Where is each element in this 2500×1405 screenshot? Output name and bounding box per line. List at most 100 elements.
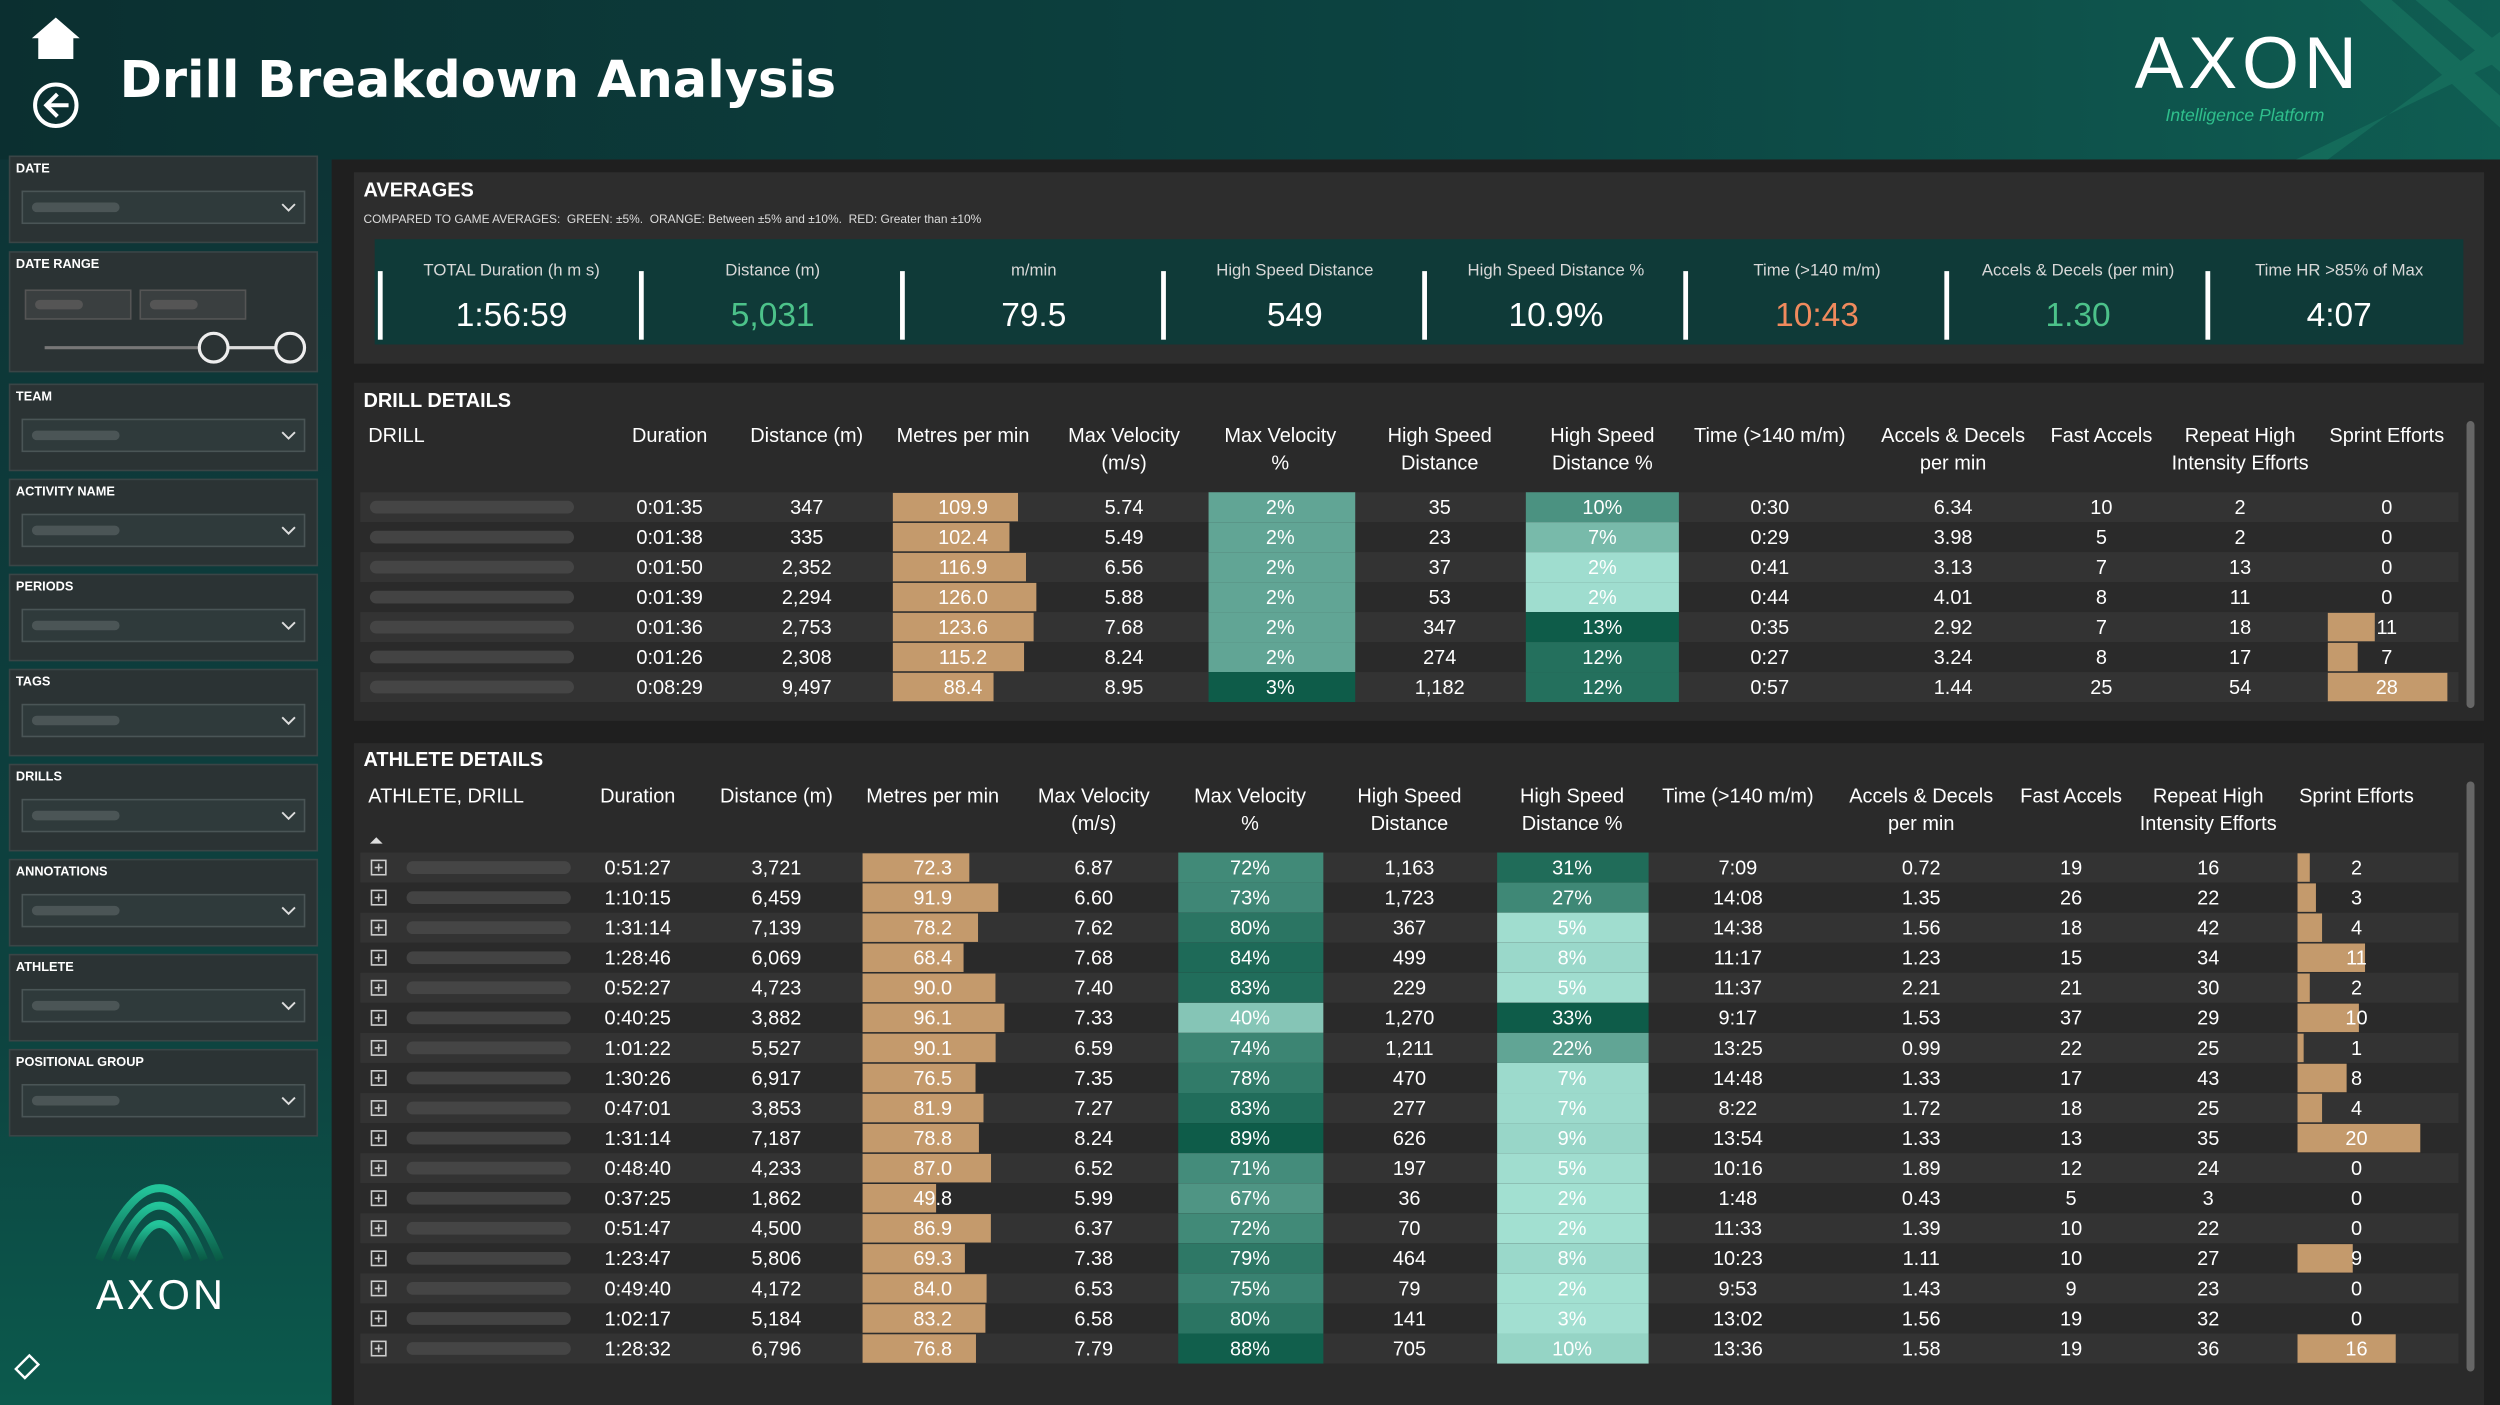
blurred-name	[406, 1041, 571, 1055]
cell: 18	[2229, 617, 2251, 639]
slider-handle[interactable]	[197, 331, 230, 364]
cell: 88.4	[944, 677, 983, 699]
filter-label: ACTIVITY NAME	[16, 484, 115, 499]
cell-shade	[1178, 1243, 1324, 1274]
column-header: %	[1241, 813, 1259, 835]
cell: 76.5	[913, 1068, 952, 1090]
data-bar	[2297, 1334, 2396, 1363]
scrollbar[interactable]	[2466, 421, 2475, 709]
data-bar	[2297, 1244, 2353, 1273]
expand-button[interactable]	[370, 1190, 387, 1207]
cell: 116.9	[939, 557, 987, 579]
cell: 19	[2060, 1308, 2082, 1330]
table-row	[360, 942, 2459, 973]
column-header: High Speed	[1357, 786, 1461, 808]
cell: 17	[2229, 647, 2251, 669]
cell-shade	[1178, 1273, 1324, 1304]
cell: 274	[1423, 647, 1456, 669]
back-button[interactable]	[33, 82, 79, 128]
expand-button[interactable]	[370, 1250, 387, 1267]
cell: 2%	[1266, 617, 1295, 639]
kpi-label: Accels & Decels (per min)	[1982, 261, 2174, 280]
cell: 464	[1393, 1248, 1426, 1270]
clear-filters-button[interactable]	[14, 1353, 41, 1380]
cell: 5%	[1558, 1158, 1587, 1180]
cell: 0:29	[1750, 527, 1789, 549]
table-row	[360, 852, 2459, 883]
column-header: %	[1271, 452, 1289, 474]
cell: 81.9	[913, 1098, 952, 1120]
cell: 7.79	[1074, 1338, 1113, 1360]
home-button[interactable]	[31, 17, 80, 60]
cell: 7.68	[1074, 948, 1113, 970]
column-header: Duration	[632, 425, 707, 447]
expand-button[interactable]	[370, 889, 387, 906]
cell: 0:37:25	[605, 1188, 671, 1210]
cell: 2%	[1266, 557, 1295, 579]
cell: 14:08	[1713, 887, 1763, 909]
cell: 18	[2060, 1098, 2082, 1120]
kpi-value: 10.9%	[1508, 297, 1603, 334]
cell: 2%	[1266, 647, 1295, 669]
cell: 27%	[1552, 887, 1592, 909]
column-header: Fast Accels	[2020, 786, 2122, 808]
filter-label: TEAM	[16, 388, 52, 403]
expand-button[interactable]	[370, 1100, 387, 1117]
dropdown-chevron	[281, 716, 296, 726]
cell: 33%	[1552, 1008, 1592, 1030]
expand-button[interactable]	[370, 1160, 387, 1177]
cell: 0:41	[1750, 557, 1789, 579]
cell: 1.39	[1902, 1218, 1941, 1240]
cell: 7	[2096, 617, 2107, 639]
cell: 68.4	[913, 948, 952, 970]
cell-shade	[1178, 882, 1324, 913]
cell: 7.35	[1074, 1068, 1113, 1090]
kpi-label: Time (>140 m/m)	[1753, 261, 1880, 280]
expand-button[interactable]	[370, 1070, 387, 1086]
scrollbar[interactable]	[2466, 781, 2475, 1372]
content: DATE DATE RANGE TEAM ACTIVITY NAME PERIODS TA…	[8, 155, 2475, 1372]
expand-button[interactable]	[370, 1280, 387, 1297]
cell: 102.4	[938, 527, 988, 549]
expand-button[interactable]	[370, 1340, 387, 1357]
cell: 1.23	[1902, 948, 1941, 970]
dropdown-chevron	[281, 906, 296, 916]
cell: 43	[2197, 1068, 2219, 1090]
expand-button[interactable]	[370, 1220, 387, 1237]
dropdown[interactable]	[21, 190, 306, 225]
expand-button[interactable]	[370, 949, 387, 966]
data-bar	[892, 492, 1019, 522]
expand-button[interactable]	[370, 859, 387, 876]
data-bar	[2297, 973, 2310, 1003]
cell: 6.37	[1074, 1218, 1113, 1240]
expand-button[interactable]	[370, 1009, 387, 1026]
dropdown[interactable]	[21, 893, 306, 928]
expand-button[interactable]	[370, 1130, 387, 1147]
data-bar	[862, 1063, 976, 1093]
cell: 10:23	[1713, 1248, 1763, 1270]
page-title: Drill Breakdown Analysis	[120, 51, 837, 110]
cell: 76.8	[913, 1338, 952, 1360]
expand-button[interactable]	[370, 1310, 387, 1327]
cell: 2,753	[782, 617, 832, 639]
cell: 35	[2197, 1128, 2219, 1150]
slider-handle[interactable]	[274, 331, 307, 364]
cell: 0	[2381, 527, 2392, 549]
column-header: Max Velocity	[1068, 425, 1180, 447]
column-header: ATHLETE, DRILL	[368, 786, 524, 808]
expand-button[interactable]	[370, 979, 387, 996]
cell: 0	[2351, 1158, 2362, 1180]
table-row	[360, 1183, 2459, 1214]
expand-button[interactable]	[370, 1039, 387, 1056]
cell-shade	[1525, 492, 1679, 523]
table-row	[360, 1303, 2459, 1334]
cell: 1	[2351, 1038, 2362, 1060]
cell: 23	[1429, 527, 1451, 549]
cell: 1:02:17	[605, 1308, 671, 1330]
cell: 1,182	[1415, 677, 1465, 699]
expand-button[interactable]	[370, 919, 387, 936]
cell: 6,917	[752, 1068, 802, 1090]
table-row	[360, 1273, 2459, 1304]
cell: 74%	[1230, 1038, 1270, 1060]
cell: 197	[1393, 1158, 1426, 1180]
